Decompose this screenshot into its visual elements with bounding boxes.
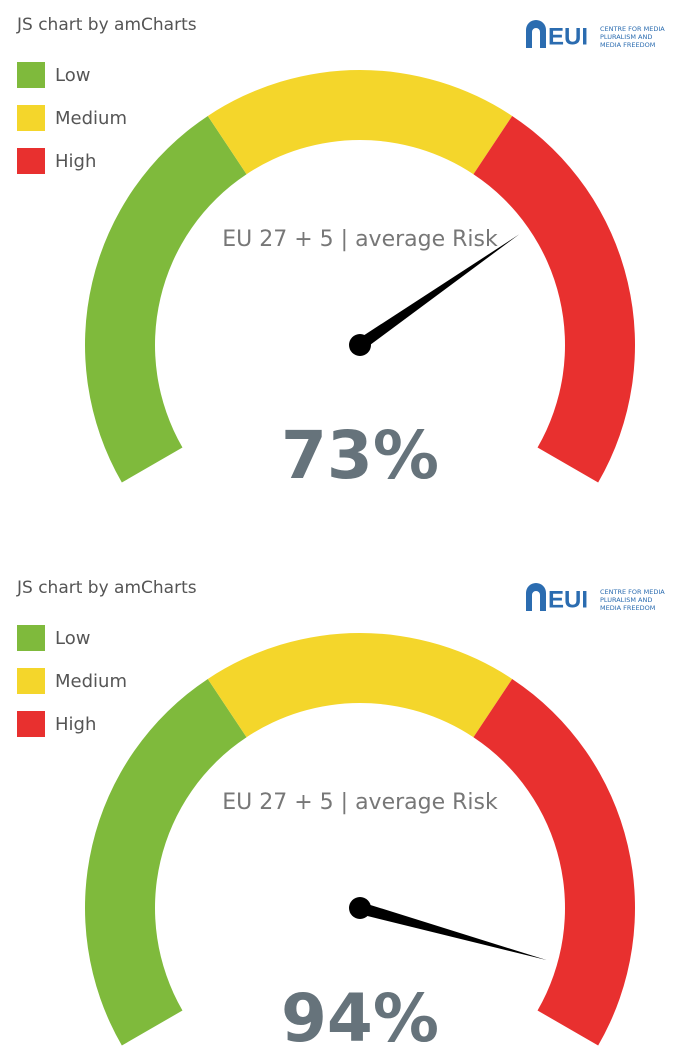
- logo-icon: [526, 583, 546, 611]
- gauge-band: [84, 678, 247, 1046]
- legend-label: Low: [55, 65, 90, 86]
- legend-swatch: [17, 148, 45, 174]
- legend-label: Low: [55, 628, 90, 649]
- gauge-band: [207, 69, 513, 175]
- gauge-band: [473, 678, 635, 1046]
- needle-hub: [349, 334, 371, 356]
- gauge-label: EU 27 + 5 | average Risk: [222, 790, 498, 815]
- logo-subtitle: PLURALISM AND: [600, 596, 652, 604]
- logo-text: EUI: [548, 586, 588, 613]
- value-label: 94%: [281, 980, 439, 1048]
- legend-swatch: [17, 105, 45, 131]
- gauge-band: [84, 115, 247, 483]
- needle: [358, 902, 547, 961]
- gauge-chart: JS chart by amCharts EUI CENTRE FOR MEDIAP…: [16, 15, 665, 494]
- logo-subtitle: CENTRE FOR MEDIA: [600, 25, 665, 33]
- logo-subtitle: MEDIA FREEDOM: [600, 604, 655, 612]
- gauge-band: [473, 115, 635, 483]
- credit: JS chart by amCharts: [16, 578, 197, 598]
- legend-label: High: [55, 151, 96, 172]
- legend-swatch: [17, 711, 45, 737]
- legend-swatch: [17, 668, 45, 694]
- logo-subtitle: PLURALISM AND: [600, 33, 652, 41]
- needle: [356, 234, 520, 350]
- legend-swatch: [17, 62, 45, 88]
- gauge-band: [207, 633, 513, 738]
- gauge-chart: JS chart by amCharts EUI CENTRE FOR MEDIAP…: [16, 578, 665, 1048]
- logo-subtitle: MEDIA FREEDOM: [600, 41, 655, 49]
- logo-subtitle: CENTRE FOR MEDIA: [600, 588, 665, 596]
- legend-label: High: [55, 714, 96, 735]
- needle-hub: [349, 897, 371, 919]
- legend-swatch: [17, 625, 45, 651]
- logo-icon: [526, 20, 546, 48]
- gauge-label: EU 27 + 5 | average Risk: [222, 227, 498, 252]
- value-label: 73%: [281, 417, 439, 494]
- legend-label: Medium: [55, 671, 127, 692]
- logo-text: EUI: [548, 23, 588, 50]
- credit: JS chart by amCharts: [16, 15, 197, 35]
- legend-label: Medium: [55, 108, 127, 129]
